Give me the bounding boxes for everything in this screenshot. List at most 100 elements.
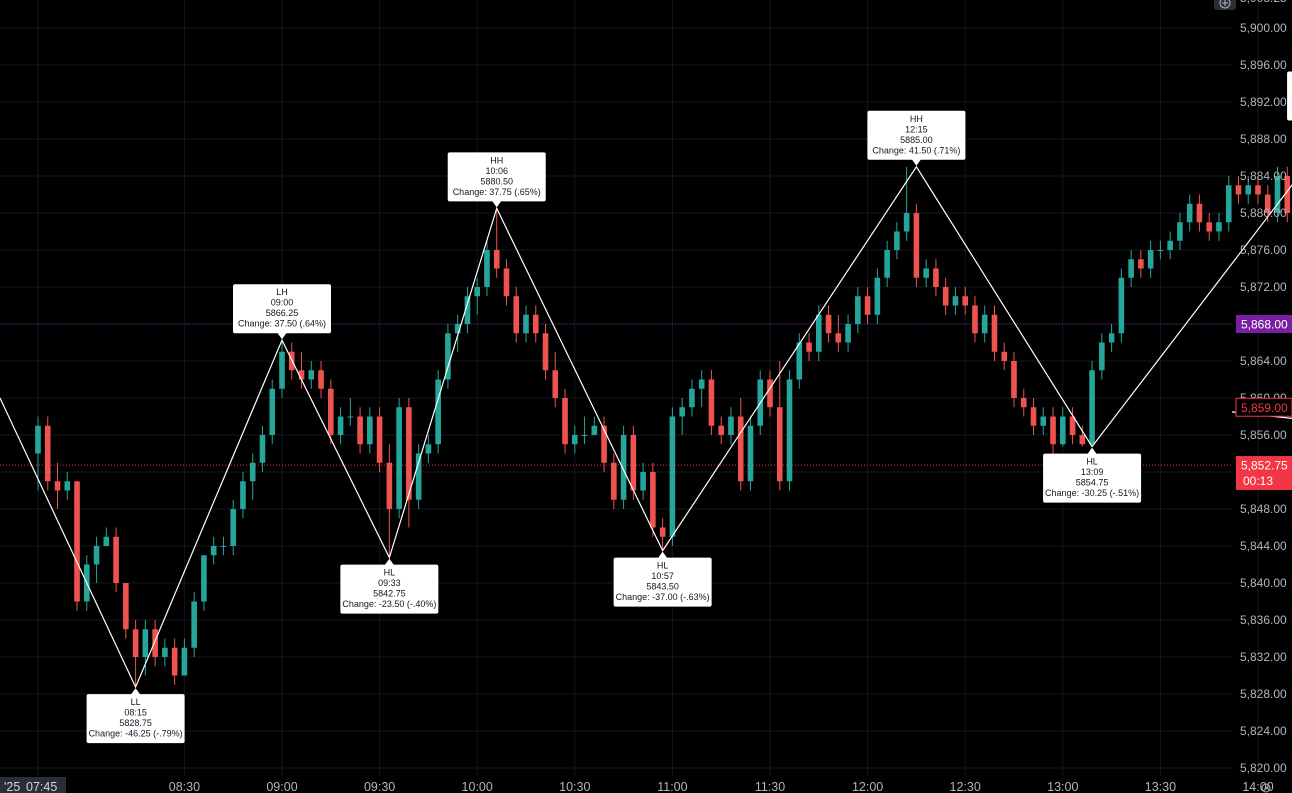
candle-body bbox=[142, 629, 149, 657]
candle-body bbox=[93, 546, 100, 565]
pivot-box bbox=[1043, 453, 1142, 503]
candle-down bbox=[737, 398, 744, 491]
y-tick-label-partial: 5,903.25 bbox=[1240, 0, 1287, 5]
pivot-time: 10:57 bbox=[651, 571, 674, 581]
candle-down bbox=[123, 583, 129, 639]
candle-body bbox=[620, 435, 627, 500]
candle-up bbox=[679, 398, 685, 435]
pivot-box bbox=[867, 110, 966, 160]
candle-down bbox=[991, 305, 998, 361]
pivot-change: Change: 37.75 (.65%) bbox=[453, 187, 541, 197]
candle-down bbox=[357, 407, 363, 454]
y-axis[interactable]: 5,903.25 5,820.00 5,824.00 5,828.00 5,832.00… bbox=[1240, 0, 1287, 775]
candle-body bbox=[845, 324, 851, 343]
candle-up bbox=[249, 453, 256, 500]
candle-down bbox=[835, 314, 842, 352]
add-alert-icon[interactable] bbox=[1214, 0, 1236, 10]
candles bbox=[35, 166, 1291, 688]
candle-body bbox=[1216, 222, 1222, 232]
pivot-time: 08:15 bbox=[124, 708, 147, 718]
x-tick-label: 12:00 bbox=[852, 780, 883, 793]
pivot-pointer bbox=[130, 688, 141, 696]
pivot-price: 5885.00 bbox=[900, 135, 933, 145]
candle-up bbox=[581, 416, 588, 445]
candle-body bbox=[1020, 398, 1027, 408]
candle-down bbox=[562, 388, 568, 454]
candle-up bbox=[796, 333, 803, 389]
candle-up bbox=[669, 407, 676, 546]
y-tick-label: 5,876.00 bbox=[1240, 243, 1287, 257]
candle-up bbox=[1225, 176, 1232, 232]
candle-up bbox=[445, 324, 451, 389]
candle-up bbox=[640, 462, 646, 500]
pivot-price: 5866.25 bbox=[266, 308, 299, 318]
candle-body bbox=[474, 287, 480, 297]
candle-body bbox=[913, 213, 920, 278]
y-tick-label: 5,836.00 bbox=[1240, 613, 1287, 627]
candle-down bbox=[552, 351, 559, 408]
pivot-change: Change: -30.25 (-.51%) bbox=[1045, 488, 1139, 498]
candle-up bbox=[1128, 250, 1134, 287]
candle-up bbox=[425, 435, 432, 463]
candle-body bbox=[884, 250, 890, 278]
candle-body bbox=[64, 481, 71, 491]
candle-down bbox=[611, 453, 617, 509]
pivot-box bbox=[340, 564, 439, 614]
candle-body bbox=[1235, 185, 1242, 195]
candle-body bbox=[1079, 435, 1086, 445]
candle-up bbox=[903, 166, 910, 241]
candle-body bbox=[1186, 203, 1193, 223]
candle-up bbox=[786, 370, 793, 491]
candle-body bbox=[1206, 222, 1212, 232]
candle-up bbox=[894, 222, 900, 260]
y-tick-label: 5,900.00 bbox=[1240, 21, 1287, 35]
candle-down bbox=[767, 370, 773, 417]
candle-down bbox=[54, 462, 61, 509]
candle-up bbox=[884, 240, 890, 287]
pivot-box bbox=[613, 557, 712, 607]
pivot-price: 5880.50 bbox=[480, 176, 513, 186]
candle-body bbox=[718, 425, 724, 435]
pivot-box bbox=[447, 152, 546, 202]
y-tick-label: 5,820.00 bbox=[1240, 761, 1287, 775]
candle-down bbox=[1011, 351, 1017, 408]
candle-up bbox=[923, 259, 929, 287]
candle-body bbox=[464, 296, 471, 324]
pivot-price: 5828.75 bbox=[119, 718, 152, 728]
candle-body bbox=[1099, 342, 1105, 371]
candle-down bbox=[513, 287, 520, 343]
candle-up bbox=[474, 277, 480, 315]
pivot-pointer bbox=[911, 158, 922, 166]
chart-settings-icon[interactable] bbox=[1261, 783, 1271, 793]
candle-body bbox=[1255, 185, 1261, 195]
y-tick-label: 5,824.00 bbox=[1240, 724, 1287, 738]
candle-body bbox=[210, 546, 217, 556]
candle-down bbox=[913, 203, 920, 287]
pivot-pointer bbox=[491, 200, 502, 208]
candle-up bbox=[1177, 213, 1183, 250]
pivot-time: 09:33 bbox=[378, 578, 401, 588]
candle-down bbox=[659, 518, 666, 551]
candle-body bbox=[503, 268, 510, 297]
candle-body bbox=[445, 333, 451, 380]
x-tick-label: 08:30 bbox=[169, 780, 200, 793]
x-tick-label: 13:30 bbox=[1145, 780, 1176, 793]
x-axis[interactable]: '25 07:45 08:30 09:00 09:30 10:00 10:30 11:00 11… bbox=[0, 777, 1292, 793]
pivot-time: 09:00 bbox=[271, 298, 294, 308]
candle-body bbox=[298, 370, 305, 380]
pivot-type: HH bbox=[910, 114, 923, 124]
candle-body bbox=[1050, 416, 1056, 445]
y-tick-label: 5,872.00 bbox=[1240, 280, 1287, 294]
candle-down bbox=[962, 287, 968, 315]
candle-body bbox=[230, 509, 236, 546]
x-tick-label: 11:00 bbox=[657, 780, 687, 793]
candle-body bbox=[1225, 185, 1232, 223]
candle-body bbox=[386, 462, 393, 509]
price-tag-label: 5,852.75 bbox=[1241, 459, 1288, 473]
candle-up bbox=[240, 472, 246, 519]
candle-body bbox=[367, 416, 373, 445]
